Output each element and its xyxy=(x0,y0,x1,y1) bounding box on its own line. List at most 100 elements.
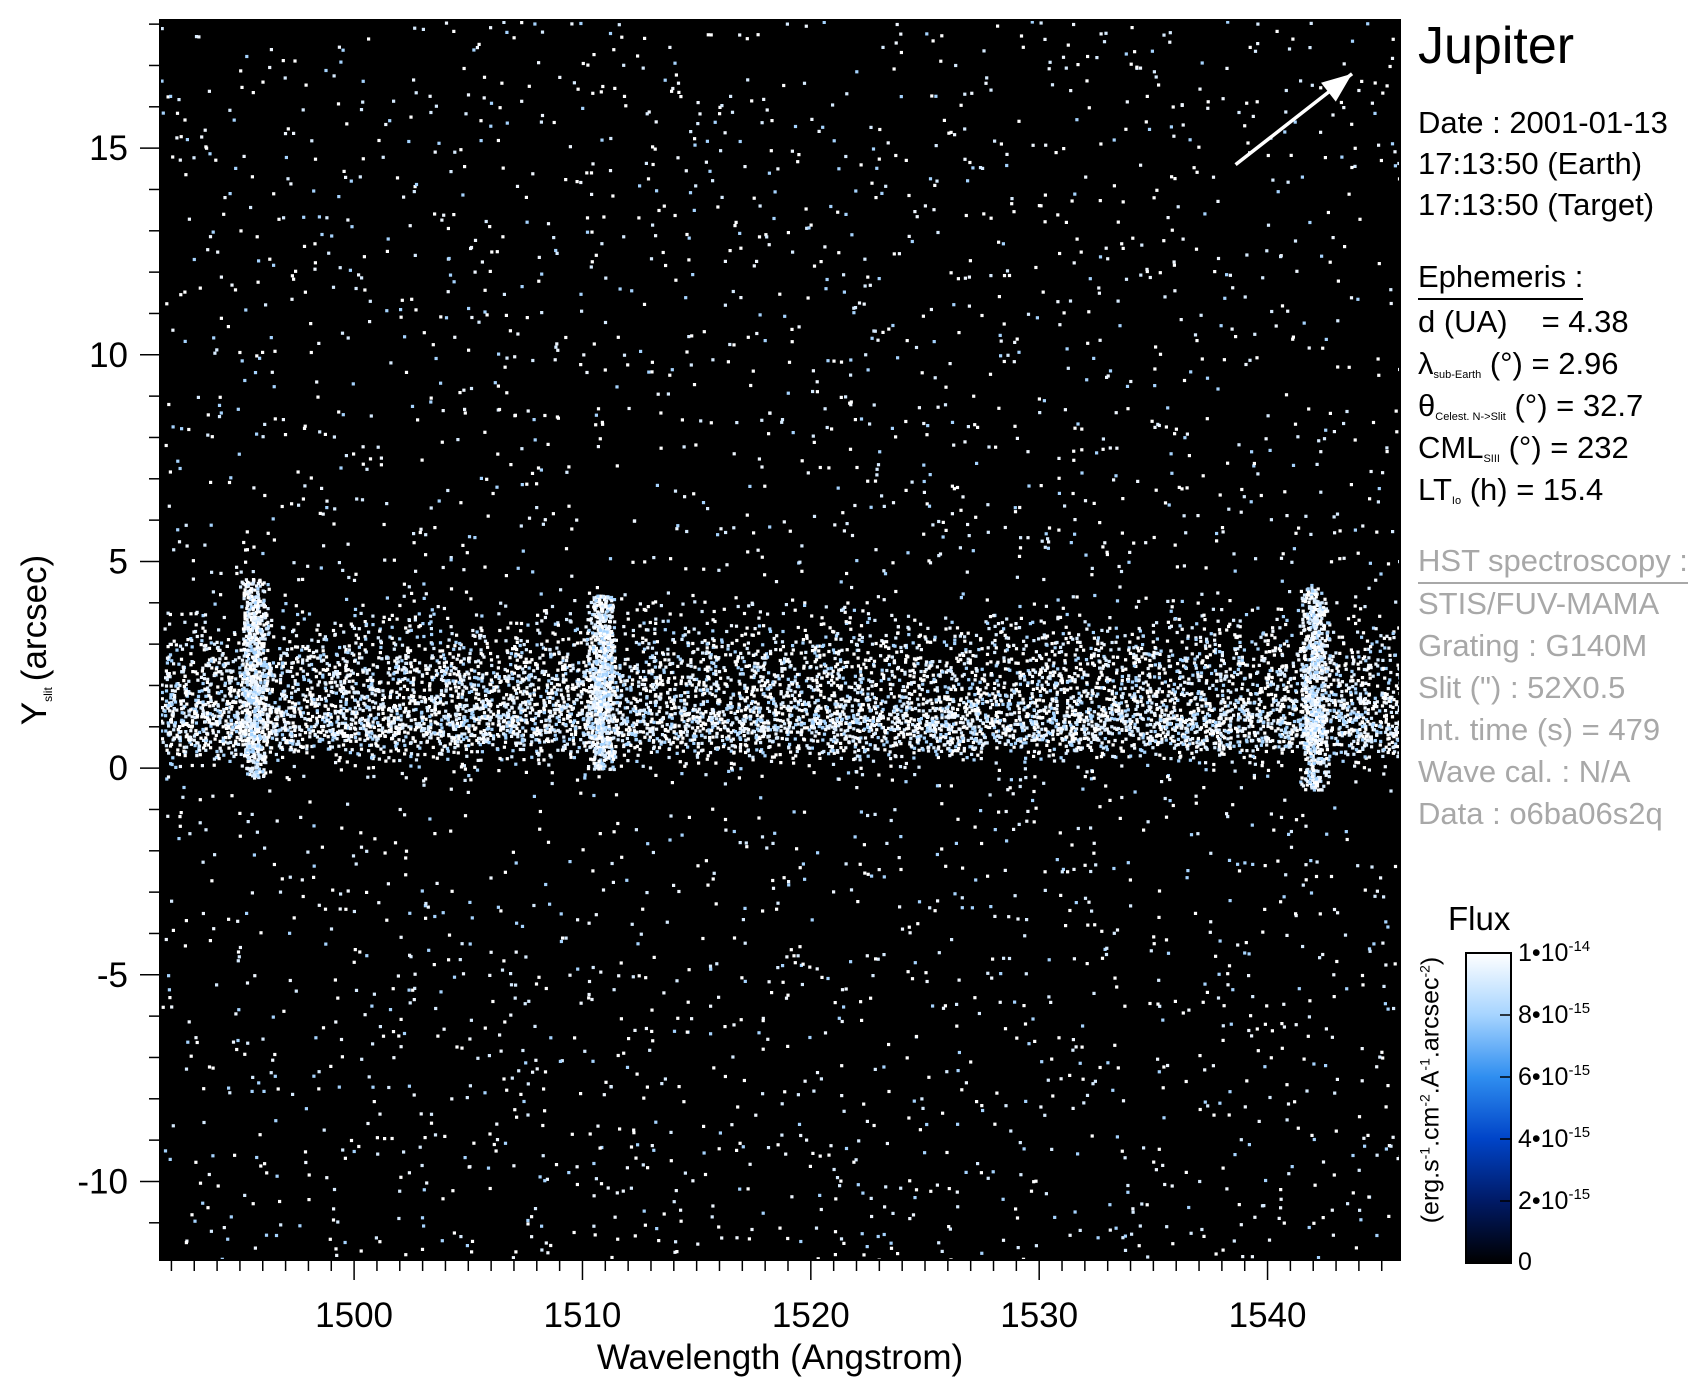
photon-event xyxy=(846,601,850,605)
photon-event xyxy=(441,649,445,653)
photon-event xyxy=(292,750,296,754)
photon-event xyxy=(849,627,853,631)
photon-event xyxy=(1133,790,1137,794)
photon-event xyxy=(231,669,235,673)
photon-event xyxy=(733,711,737,715)
photon-event xyxy=(474,692,478,696)
photon-event xyxy=(353,698,357,702)
photon-event xyxy=(677,90,681,94)
photon-event xyxy=(598,1146,602,1150)
photon-event xyxy=(760,688,764,692)
photon-event xyxy=(507,674,511,678)
photon-event xyxy=(623,662,627,666)
photon-event xyxy=(269,666,273,670)
photon-event xyxy=(1243,861,1247,865)
photon-event xyxy=(1386,1007,1390,1011)
photon-event xyxy=(509,1013,513,1017)
photon-event xyxy=(886,726,891,730)
photon-event xyxy=(1391,37,1395,41)
photon-event xyxy=(823,245,827,249)
photon-event xyxy=(652,955,656,959)
photon-event xyxy=(301,658,305,662)
photon-event xyxy=(1065,347,1069,351)
photon-event xyxy=(668,45,672,49)
photon-event xyxy=(1170,1184,1174,1188)
photon-event xyxy=(1044,604,1048,608)
photon-event xyxy=(273,349,277,353)
photon-event xyxy=(325,506,329,510)
photon-event xyxy=(213,351,217,355)
photon-event xyxy=(974,654,978,658)
photon-event xyxy=(216,709,220,713)
photon-event xyxy=(865,601,869,605)
photon-event xyxy=(429,110,433,115)
photon-event xyxy=(277,217,281,221)
photon-event xyxy=(1050,649,1054,653)
photon-event xyxy=(692,383,697,387)
photon-event xyxy=(1295,269,1299,273)
photon-event xyxy=(844,154,848,159)
photon-event xyxy=(454,689,458,693)
photon-event xyxy=(1359,660,1363,664)
photon-event xyxy=(1128,640,1132,644)
photon-event xyxy=(958,546,962,550)
photon-event xyxy=(1185,876,1189,880)
photon-event xyxy=(343,1240,347,1245)
photon-event xyxy=(775,907,779,911)
photon-event xyxy=(778,753,782,757)
photon-event xyxy=(985,662,989,666)
photon-event xyxy=(464,590,469,594)
photon-event xyxy=(960,896,964,900)
photon-event xyxy=(1279,1197,1283,1201)
photon-event xyxy=(317,903,321,907)
photon-event xyxy=(930,663,934,667)
photon-event xyxy=(899,867,903,872)
photon-event xyxy=(403,335,407,339)
photon-event xyxy=(300,714,304,718)
photon-event xyxy=(1353,438,1357,442)
photon-event xyxy=(209,523,213,527)
photon-event xyxy=(957,727,961,731)
photon-event xyxy=(206,661,210,665)
photon-event xyxy=(1286,180,1290,184)
photon-event xyxy=(1064,637,1068,641)
photon-event xyxy=(674,682,678,687)
photon-event xyxy=(302,774,306,778)
photon-event xyxy=(999,354,1003,358)
photon-event xyxy=(1229,1022,1233,1026)
photon-event xyxy=(177,662,181,666)
photon-event xyxy=(898,905,902,909)
photon-event xyxy=(1260,658,1264,662)
photon-event xyxy=(264,1233,269,1237)
photon-event xyxy=(230,794,234,798)
photon-event xyxy=(1270,309,1274,314)
photon-event xyxy=(1291,335,1295,339)
photon-event xyxy=(854,1158,858,1162)
photon-event xyxy=(430,632,434,637)
photon-event xyxy=(1098,675,1102,680)
photon-event xyxy=(533,438,537,442)
photon-event xyxy=(935,689,940,693)
photon-event xyxy=(610,1255,614,1260)
photon-event xyxy=(658,721,662,725)
photon-event xyxy=(675,527,679,531)
photon-event xyxy=(645,696,649,700)
photon-event xyxy=(218,739,222,743)
photon-event xyxy=(488,1186,492,1191)
photon-event xyxy=(301,669,305,673)
photon-event xyxy=(339,892,343,896)
photon-event xyxy=(645,891,649,895)
photon-event xyxy=(832,681,836,685)
photon-event xyxy=(591,1059,595,1063)
photon-event xyxy=(1277,1216,1281,1220)
photon-event xyxy=(701,727,705,731)
photon-event xyxy=(704,160,708,164)
photon-event xyxy=(987,693,991,697)
photon-event xyxy=(463,411,467,415)
photon-event xyxy=(889,1241,893,1245)
photon-event xyxy=(1022,1004,1026,1008)
photon-event xyxy=(284,155,288,160)
photon-event xyxy=(844,987,848,991)
photon-event xyxy=(905,1056,909,1060)
photon-event xyxy=(995,711,999,715)
